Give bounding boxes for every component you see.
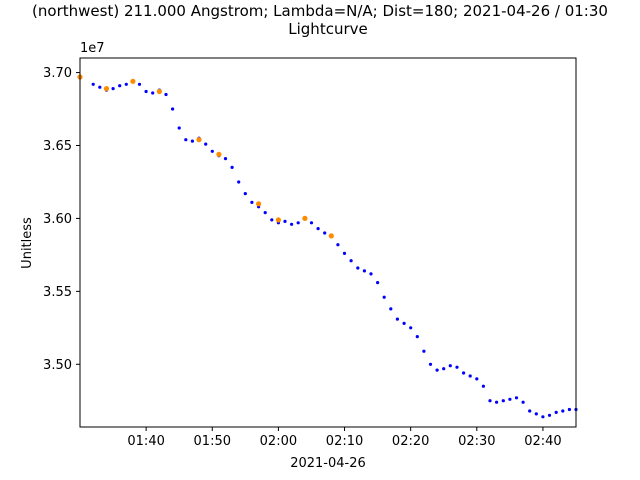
data-point [243, 192, 247, 196]
y-axis-label: Unitless [20, 217, 35, 269]
data-point [184, 138, 188, 142]
y-tick-label: 3.65 [43, 139, 72, 154]
data-point [223, 157, 228, 161]
data-point [462, 371, 466, 375]
data-point [508, 397, 512, 401]
data-point [415, 335, 419, 339]
data-point [342, 251, 347, 255]
data-point [376, 281, 380, 285]
data-point [382, 295, 386, 299]
data-point [561, 409, 565, 413]
data-point [356, 266, 360, 270]
series-main [78, 75, 578, 419]
data-point [395, 317, 399, 321]
data-point [204, 142, 208, 146]
chart-subtitle: Lightcurve [288, 20, 367, 38]
x-tick-label: 02:00 [260, 434, 297, 449]
data-point [547, 413, 552, 417]
data-point [389, 307, 393, 311]
plot-frame [79, 57, 577, 428]
series-highlight [77, 74, 334, 239]
x-tick-label: 02:20 [392, 434, 429, 449]
data-point [567, 407, 572, 412]
y-tick-label: 3.70 [43, 66, 72, 81]
data-point [263, 211, 267, 215]
x-tick-label: 02:10 [326, 434, 363, 449]
data-point [323, 231, 327, 235]
data-point [435, 368, 439, 372]
x-axis-label: 2021-04-26 [290, 456, 366, 471]
data-point [164, 92, 168, 97]
highlight-point [216, 151, 222, 157]
y-tick-label: 3.55 [43, 285, 72, 300]
highlight-point [256, 201, 262, 207]
data-point [290, 222, 294, 226]
data-point [91, 82, 95, 86]
data-point [309, 221, 314, 225]
data-point [177, 126, 181, 130]
y-tick-label: 3.50 [43, 358, 72, 373]
data-point [402, 321, 406, 325]
x-tick-label: 01:40 [127, 434, 164, 449]
data-point [124, 82, 128, 86]
data-point [237, 180, 241, 184]
data-point [118, 84, 122, 88]
data-point [475, 377, 479, 381]
chart-title: (northwest) 211.000 Angstrom; Lambda=N/A… [32, 2, 608, 20]
data-point [409, 326, 413, 330]
data-point [137, 82, 142, 86]
data-point [455, 365, 459, 369]
x-axis: 01:40 01:50 02:00 02:10 02:20 02:30 02:40 [127, 427, 562, 449]
data-point [230, 165, 234, 169]
data-point [362, 269, 366, 273]
data-point [422, 349, 426, 353]
data-point [468, 374, 472, 378]
data-point [554, 410, 558, 414]
data-point [528, 409, 532, 413]
data-point [144, 89, 148, 94]
x-tick-label: 02:40 [524, 434, 561, 449]
x-tick-label: 01:50 [194, 434, 231, 449]
data-point [488, 399, 492, 403]
data-point [336, 243, 340, 247]
data-point [514, 396, 519, 400]
data-point [349, 259, 353, 263]
data-point [111, 87, 115, 91]
data-point [210, 149, 214, 153]
highlight-point [275, 217, 281, 223]
data-point [190, 139, 194, 143]
data-point [481, 384, 485, 388]
data-point [495, 400, 499, 404]
data-point [98, 85, 102, 89]
highlight-point [130, 78, 136, 84]
x-tick-label: 02:30 [458, 434, 495, 449]
data-point [316, 227, 320, 231]
data-point [521, 400, 525, 404]
data-point [501, 399, 505, 403]
data-point [534, 412, 538, 416]
data-point [151, 91, 155, 95]
data-point [369, 272, 373, 276]
data-point [171, 107, 175, 111]
highlight-point [196, 137, 202, 143]
data-point [541, 415, 545, 419]
y-axis: 3.70 3.65 3.60 3.55 3.50 [43, 66, 80, 373]
highlight-point [328, 233, 334, 239]
data-point [428, 362, 433, 366]
data-point [270, 218, 274, 222]
highlight-point [156, 88, 162, 95]
plot-area [77, 74, 578, 419]
highlight-point [302, 215, 308, 221]
data-point [448, 364, 452, 368]
y-offset-label: 1e7 [80, 41, 105, 56]
y-tick-label: 3.60 [43, 212, 72, 227]
data-point [296, 221, 300, 225]
data-point [442, 367, 446, 371]
data-point [283, 219, 287, 223]
highlight-point [103, 86, 110, 92]
data-point [250, 200, 254, 204]
